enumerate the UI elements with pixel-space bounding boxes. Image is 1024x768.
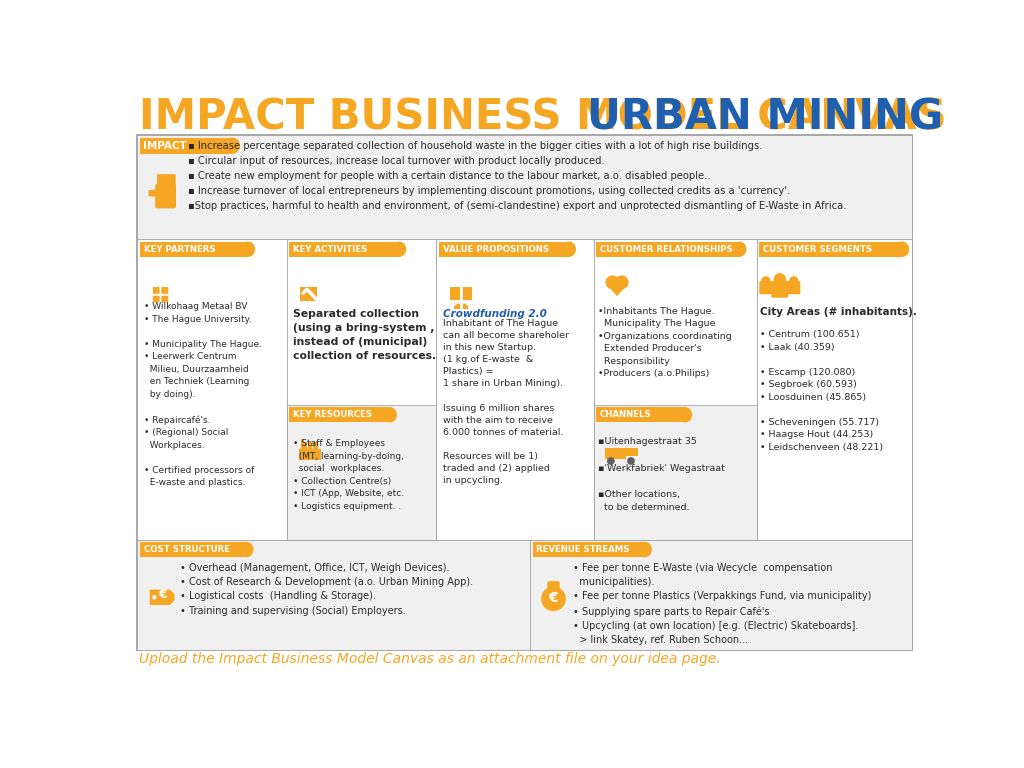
Ellipse shape [241, 242, 255, 257]
Text: • Overhead (Management, Office, ICT, Weigh Devices).
• Cost of Research & Develo: • Overhead (Management, Office, ICT, Wei… [180, 563, 473, 616]
Circle shape [773, 273, 786, 286]
Ellipse shape [392, 242, 407, 257]
Circle shape [152, 595, 157, 600]
Text: City Areas (# inhabitants).: City Areas (# inhabitants). [761, 307, 918, 317]
FancyBboxPatch shape [596, 242, 739, 257]
Text: •Inhabitants The Hague.
  Municipality The Hague
•Organizations coordinating
  E: •Inhabitants The Hague. Municipality The… [598, 307, 732, 379]
FancyBboxPatch shape [137, 135, 912, 239]
Ellipse shape [732, 242, 746, 257]
Circle shape [627, 457, 635, 465]
FancyBboxPatch shape [596, 407, 685, 422]
FancyBboxPatch shape [313, 442, 317, 449]
Circle shape [159, 289, 162, 292]
Text: URBAN MINING: URBAN MINING [587, 96, 943, 138]
FancyBboxPatch shape [547, 581, 560, 591]
Text: • Staff & Employees
  (MT, learning-by-doing,
  social  workplaces.
• Collection: • Staff & Employees (MT, learning-by-doi… [293, 439, 404, 511]
Text: KEY RESOURCES: KEY RESOURCES [293, 410, 372, 419]
Polygon shape [606, 284, 628, 296]
Text: Inhabitant of The Hague
can all become shareholer
in this new Startup.
(1 kg.of : Inhabitant of The Hague can all become s… [442, 319, 568, 485]
Circle shape [155, 293, 158, 296]
Ellipse shape [240, 542, 254, 558]
FancyBboxPatch shape [157, 174, 163, 188]
Text: CUSTOMER SEGMENTS: CUSTOMER SEGMENTS [763, 245, 871, 253]
FancyBboxPatch shape [139, 137, 232, 154]
FancyBboxPatch shape [594, 239, 757, 540]
Text: • Wilkohaag Metaal BV
• The Hague University.

• Municipality The Hague.
• Leerw: • Wilkohaag Metaal BV • The Hague Univer… [143, 303, 261, 487]
Ellipse shape [562, 242, 575, 257]
Text: VALUE PROPOSITIONS: VALUE PROPOSITIONS [442, 245, 549, 253]
FancyBboxPatch shape [451, 287, 472, 301]
FancyBboxPatch shape [287, 239, 436, 540]
FancyBboxPatch shape [604, 448, 627, 458]
FancyBboxPatch shape [308, 442, 312, 449]
Text: • Fee per tonne E-Waste (via Wecycle  compensation
  municipalities).
• Fee per : • Fee per tonne E-Waste (via Wecycle com… [572, 563, 871, 645]
FancyBboxPatch shape [455, 300, 468, 309]
FancyBboxPatch shape [300, 287, 317, 301]
FancyBboxPatch shape [137, 540, 530, 650]
Ellipse shape [895, 242, 909, 257]
FancyBboxPatch shape [787, 281, 801, 294]
FancyBboxPatch shape [757, 239, 912, 540]
Ellipse shape [225, 137, 240, 154]
FancyBboxPatch shape [152, 295, 161, 303]
FancyBboxPatch shape [161, 295, 169, 303]
Ellipse shape [638, 542, 652, 558]
Ellipse shape [678, 407, 692, 422]
FancyBboxPatch shape [302, 442, 307, 449]
FancyBboxPatch shape [152, 286, 161, 295]
FancyBboxPatch shape [301, 439, 304, 449]
Text: KEY PARTNERS: KEY PARTNERS [143, 245, 215, 253]
FancyBboxPatch shape [139, 242, 248, 257]
FancyBboxPatch shape [759, 281, 772, 294]
Circle shape [605, 276, 620, 290]
Text: CHANNELS: CHANNELS [600, 410, 651, 419]
FancyBboxPatch shape [530, 540, 912, 650]
Circle shape [541, 587, 566, 611]
FancyBboxPatch shape [137, 239, 287, 540]
Text: Separated collection
(using a bring-system ,
instead of (municipal)
collection o: Separated collection (using a bring-syst… [293, 309, 436, 360]
FancyBboxPatch shape [594, 405, 757, 540]
Text: IMPACT: IMPACT [143, 141, 187, 151]
Text: Upload the Impact Business Model Canvas as an attachment file on your idea page.: Upload the Impact Business Model Canvas … [139, 652, 721, 666]
Text: ▪Uitenhagestraat 35

▪'Werkfabriek' Wegastraat

▪Other locations,
  to be determ: ▪Uitenhagestraat 35 ▪'Werkfabriek' Wegas… [598, 437, 725, 512]
FancyBboxPatch shape [299, 449, 321, 460]
FancyBboxPatch shape [137, 135, 912, 650]
FancyBboxPatch shape [759, 242, 902, 257]
FancyBboxPatch shape [289, 242, 399, 257]
FancyBboxPatch shape [162, 174, 167, 188]
FancyBboxPatch shape [771, 281, 788, 298]
Circle shape [614, 276, 629, 290]
Circle shape [790, 276, 799, 286]
FancyBboxPatch shape [170, 174, 176, 188]
Text: CUSTOMER RELATIONSHIPS: CUSTOMER RELATIONSHIPS [600, 245, 733, 253]
Text: KEY ACTIVITIES: KEY ACTIVITIES [293, 245, 368, 253]
Text: €: € [159, 588, 167, 601]
FancyBboxPatch shape [438, 242, 569, 257]
Circle shape [761, 276, 770, 286]
Text: €: € [549, 591, 558, 605]
Text: IMPACT BUSINESS MODEL CANVAS: IMPACT BUSINESS MODEL CANVAS [139, 96, 961, 138]
FancyBboxPatch shape [166, 174, 171, 188]
FancyBboxPatch shape [139, 542, 247, 558]
Text: Crowdfunding 2.0: Crowdfunding 2.0 [442, 309, 547, 319]
FancyBboxPatch shape [532, 542, 645, 558]
FancyBboxPatch shape [627, 448, 638, 456]
FancyBboxPatch shape [148, 190, 160, 197]
Text: COST STRUCTURE: COST STRUCTURE [143, 545, 229, 554]
Text: • Centrum (100.651)
• Laak (40.359)

• Escamp (120.080)
• Segbroek (60.593)
• Lo: • Centrum (100.651) • Laak (40.359) • Es… [761, 318, 884, 452]
FancyBboxPatch shape [436, 239, 594, 540]
Ellipse shape [383, 407, 397, 422]
Polygon shape [150, 590, 174, 605]
Circle shape [607, 457, 614, 465]
FancyBboxPatch shape [161, 286, 169, 295]
FancyBboxPatch shape [289, 407, 390, 422]
FancyBboxPatch shape [155, 184, 176, 208]
FancyBboxPatch shape [287, 405, 436, 540]
Text: ▪ Increase percentage separated collection of household waste in the bigger citi: ▪ Increase percentage separated collecti… [187, 141, 846, 210]
Text: REVENUE STREAMS: REVENUE STREAMS [537, 545, 630, 554]
